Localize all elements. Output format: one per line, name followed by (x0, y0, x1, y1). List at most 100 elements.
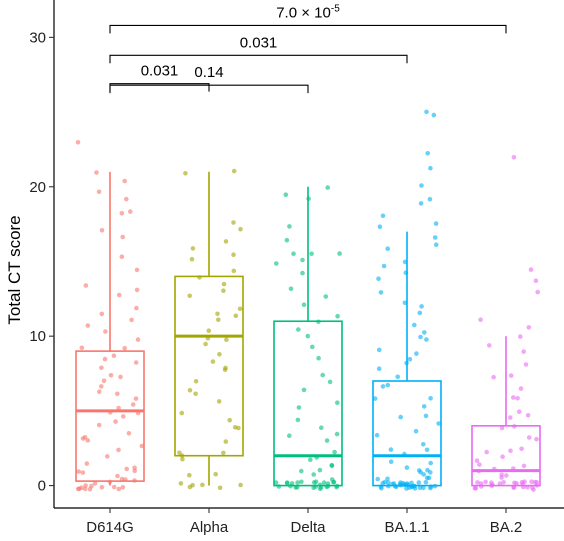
data-point (526, 435, 532, 440)
data-point (288, 286, 294, 292)
p-value-label: 0.031 (240, 34, 278, 51)
data-point (200, 482, 205, 488)
data-point (238, 482, 243, 488)
data-point (402, 300, 408, 306)
data-point (378, 290, 384, 295)
data-point (325, 185, 331, 190)
data-point (301, 387, 307, 393)
data-point (386, 480, 391, 485)
data-point (535, 289, 540, 295)
box-iqr (174, 275, 244, 457)
data-point (320, 372, 326, 378)
data-point (519, 480, 525, 485)
data-point (133, 360, 139, 365)
data-point (432, 235, 438, 240)
data-point (316, 355, 321, 361)
data-point (210, 359, 216, 364)
data-point (85, 323, 91, 328)
data-point (331, 479, 337, 485)
data-point (424, 337, 429, 342)
data-point (436, 421, 441, 426)
data-point (116, 447, 121, 453)
data-point (313, 484, 319, 489)
data-point (310, 344, 315, 350)
data-point (324, 484, 330, 490)
data-point (129, 317, 134, 323)
data-point (404, 465, 410, 470)
comparison-bracket: 0.031 (109, 34, 408, 64)
bracket-line (109, 24, 507, 34)
data-point (111, 353, 117, 359)
data-point (388, 447, 394, 452)
data-point (79, 485, 84, 491)
data-point (516, 409, 522, 415)
data-point (135, 337, 141, 342)
data-point (122, 345, 127, 351)
data-point (428, 470, 433, 475)
data-point (515, 396, 520, 401)
data-point (418, 469, 423, 475)
data-point (511, 155, 517, 160)
data-point (215, 311, 220, 317)
data-point (126, 431, 132, 436)
data-point (231, 168, 237, 174)
data-point (94, 170, 99, 175)
data-point (190, 246, 196, 251)
data-point (400, 480, 406, 486)
data-point (417, 310, 423, 316)
data-point (531, 487, 536, 492)
data-point (197, 275, 202, 280)
data-point (80, 470, 86, 475)
data-point (511, 395, 516, 400)
data-point (116, 292, 122, 298)
data-point (301, 302, 307, 308)
data-point (317, 467, 323, 473)
data-point (284, 480, 290, 485)
data-point (504, 473, 509, 478)
data-point (385, 476, 390, 482)
data-point (518, 334, 523, 339)
data-point (332, 449, 337, 455)
data-point (381, 263, 387, 269)
data-point (205, 335, 211, 341)
box-iqr (471, 425, 541, 487)
data-point (134, 305, 139, 311)
data-point (96, 422, 102, 428)
data-point (133, 396, 139, 401)
data-point (476, 468, 482, 474)
data-point (300, 257, 305, 263)
data-point (421, 404, 427, 409)
data-point (388, 459, 394, 465)
data-point (402, 259, 408, 265)
bracket-line (109, 84, 309, 94)
data-point (427, 196, 433, 202)
data-point (83, 483, 88, 488)
data-point (203, 341, 208, 347)
data-point (178, 481, 184, 486)
data-point (376, 366, 382, 372)
data-point (424, 447, 430, 453)
data-point (404, 360, 409, 366)
data-point (311, 480, 317, 485)
data-point (518, 386, 524, 391)
data-point (274, 261, 279, 266)
data-point (523, 362, 529, 367)
data-point (223, 439, 229, 444)
data-point (483, 479, 488, 485)
data-point (319, 425, 324, 431)
data-point (511, 466, 516, 471)
x-tick-label: D614G (86, 519, 134, 536)
data-point (76, 469, 81, 474)
data-point (428, 396, 433, 401)
data-point (296, 405, 302, 410)
data-point (222, 367, 228, 373)
data-point (526, 325, 532, 330)
data-point (295, 417, 301, 423)
data-point (116, 405, 121, 411)
data-point (379, 486, 384, 491)
x-tick-label: Alpha (190, 519, 229, 536)
data-point (180, 457, 185, 462)
box-d614g (75, 140, 145, 492)
data-point (221, 281, 227, 287)
